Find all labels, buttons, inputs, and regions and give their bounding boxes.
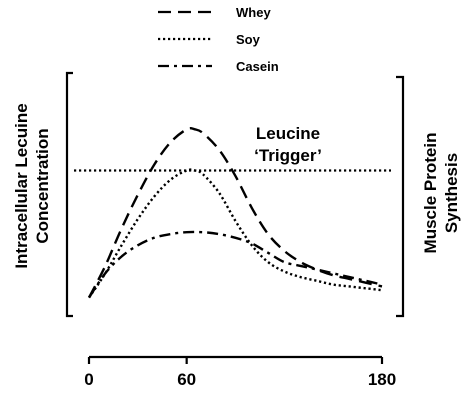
- y-axis-title: Intracellular Lecuine Concentration: [12, 103, 52, 268]
- y2-axis-title: Muscle Protein Synthesis: [421, 133, 461, 254]
- legend-label-casein: Casein: [236, 59, 279, 74]
- series-lines: [87, 127, 383, 299]
- trigger-reference: Leucine ‘Trigger’: [74, 124, 391, 172]
- x-tick-label: 60: [177, 370, 196, 389]
- legend-label-whey: Whey: [236, 5, 271, 20]
- x-tick-label: 180: [368, 370, 396, 389]
- axis-labels: Intracellular Lecuine Concentration Muscle…: [12, 103, 461, 268]
- axis-brackets: [65, 71, 405, 318]
- series-line-whey: [87, 127, 383, 299]
- legend: Whey Soy Casein: [158, 5, 279, 74]
- left-axis-bracket: [65, 71, 73, 318]
- x-axis: 0 60 180: [84, 355, 396, 389]
- trigger-label: ‘Trigger’: [254, 146, 322, 165]
- series-line-soy: [88, 168, 383, 299]
- legend-label-soy: Soy: [236, 32, 261, 47]
- right-axis-bracket: [396, 75, 405, 318]
- x-tick-label: 0: [84, 370, 93, 389]
- trigger-label: Leucine: [256, 124, 320, 143]
- series-line-casein: [88, 230, 383, 299]
